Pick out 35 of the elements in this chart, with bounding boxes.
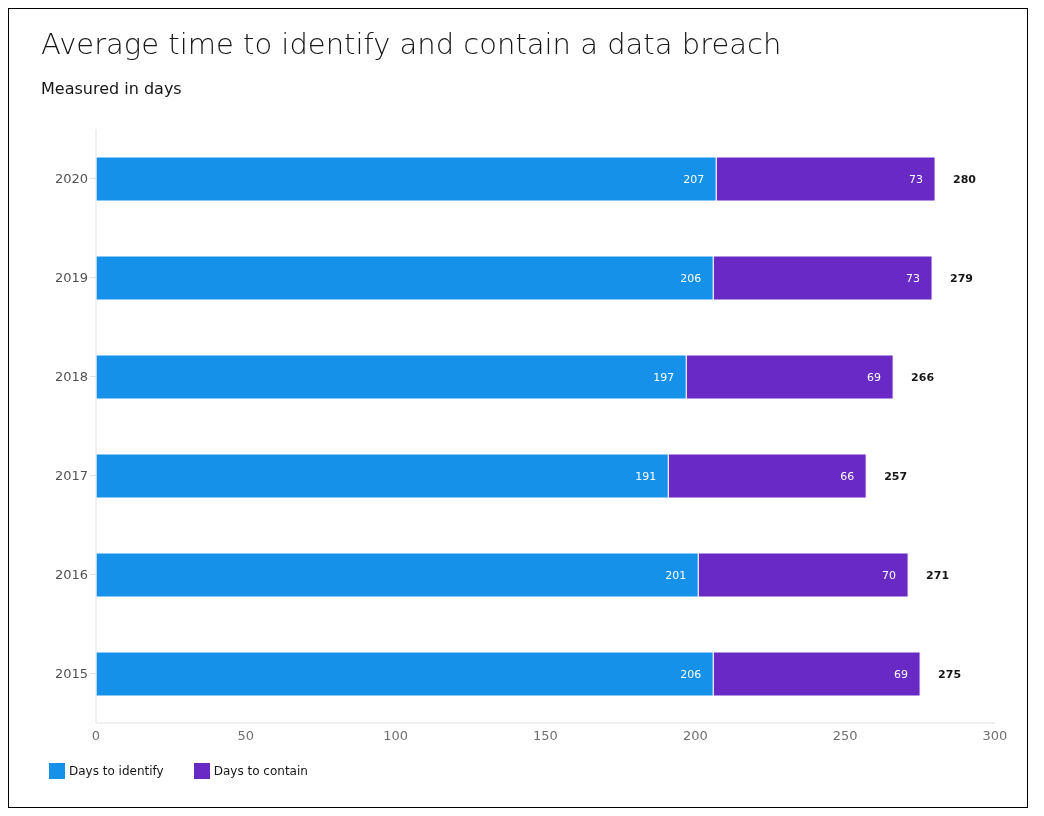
data-label: 73: [906, 271, 921, 285]
y-tick-label: 2019: [54, 270, 88, 286]
x-tick-label: 150: [533, 728, 558, 744]
x-tick-label: 50: [237, 728, 255, 744]
data-label: 66: [840, 469, 855, 483]
data-label: 207: [683, 172, 705, 186]
data-label: 206: [680, 271, 702, 285]
x-tick-label: 0: [91, 728, 101, 744]
data-label: 201: [665, 568, 687, 582]
y-tick-label: 2015: [54, 666, 88, 682]
data-label: 191: [635, 469, 657, 483]
y-tick-label: 2016: [54, 567, 88, 583]
x-tick-label: 200: [682, 728, 708, 744]
x-tick-label: 250: [832, 728, 858, 744]
data-label: 206: [680, 667, 702, 681]
x-tick-label: 100: [383, 728, 409, 744]
data-label: 69: [867, 370, 882, 384]
y-tick-label: 2020: [54, 171, 88, 187]
data-label: 197: [653, 370, 675, 384]
data-label: 69: [894, 667, 909, 681]
legend-label: Days to identify: [69, 763, 164, 778]
total-label: 279: [950, 271, 974, 285]
total-label: 257: [884, 469, 908, 483]
total-label: 266: [911, 370, 935, 384]
total-label: 280: [953, 172, 977, 186]
y-tick-label: 2018: [54, 369, 88, 385]
legend-label: Days to contain: [213, 763, 308, 778]
total-label: 275: [938, 667, 962, 681]
chart-subtitle: Measured in days: [41, 79, 182, 98]
data-label: 70: [882, 568, 897, 582]
chart-title: Average time to identify and contain a data breach: [41, 27, 782, 61]
total-label: 271: [926, 568, 950, 582]
x-tick-label: 300: [982, 728, 1008, 744]
y-tick-label: 2017: [54, 468, 88, 484]
data-label: 73: [909, 172, 924, 186]
